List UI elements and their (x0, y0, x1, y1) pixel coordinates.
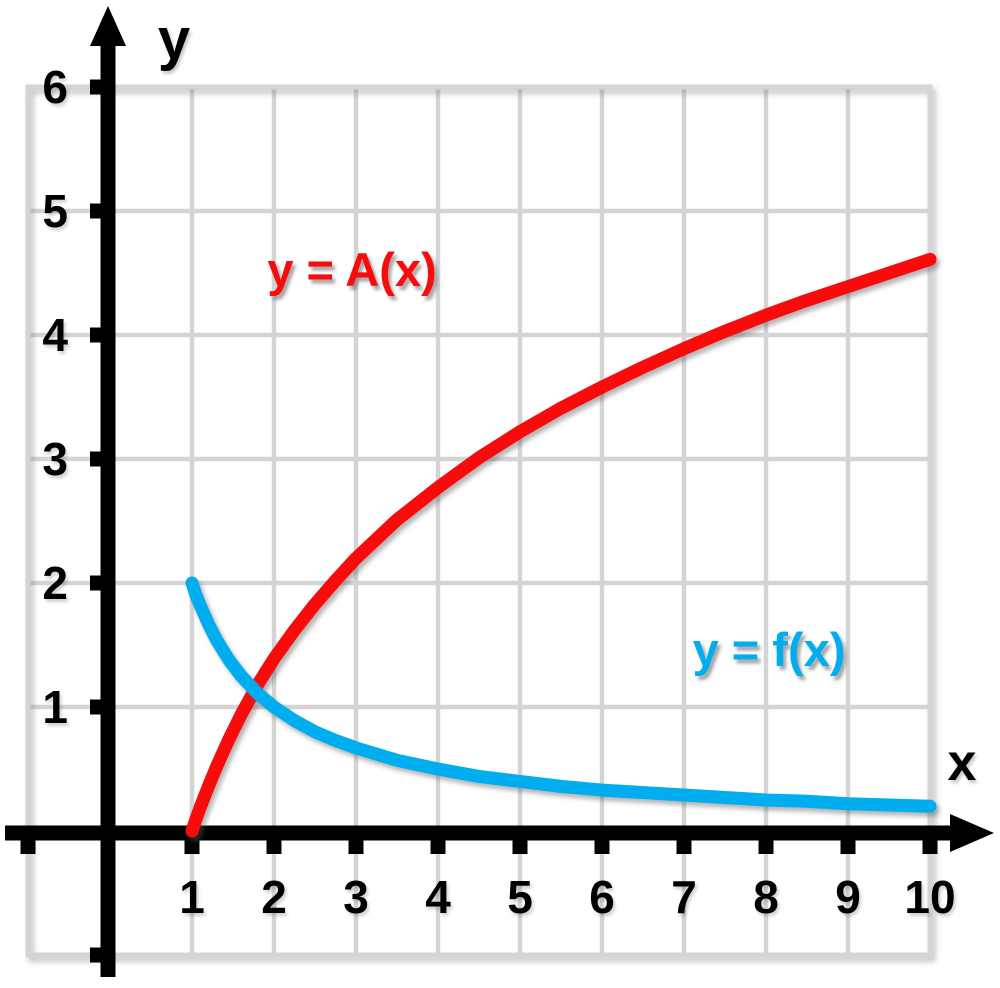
x-tick-label: 4 (425, 871, 451, 923)
x-tick-label: 2 (261, 871, 287, 923)
y-tick-label: 3 (42, 433, 68, 485)
x-tick-mark (676, 840, 692, 854)
y-tick-mark (90, 947, 106, 963)
y-tick-mark (90, 575, 106, 591)
y-axis-title: y (157, 7, 191, 72)
y-axis-arrow (90, 6, 126, 46)
x-tick-mark (266, 840, 282, 854)
y-tick-mark (90, 203, 106, 219)
y-axis-line (100, 40, 116, 977)
x-tick-mark (512, 840, 528, 854)
x-tick-label: 7 (671, 871, 697, 923)
y-tick-mark (90, 327, 106, 343)
y-tick-mark (90, 451, 106, 467)
x-axis-arrow (950, 814, 994, 852)
curve-f (185, 576, 937, 813)
x-tick-label: 8 (753, 871, 779, 923)
y-tick-label: 1 (42, 681, 68, 733)
series-label-A: y = A(x) (267, 243, 437, 296)
x-tick-mark (840, 840, 856, 854)
grid-outline (25, 84, 933, 958)
y-tick-mark (90, 79, 106, 95)
x-axis-title: x (947, 734, 977, 792)
x-tick-mark (594, 840, 610, 854)
x-tick-label: 5 (507, 871, 533, 923)
y-tick-mark (90, 699, 106, 715)
y-tick-label: 5 (42, 185, 68, 237)
y-tick-label: 6 (42, 61, 68, 113)
x-tick-mark (430, 840, 446, 854)
curve-A (185, 252, 937, 838)
y-tick-label: 2 (42, 557, 68, 609)
x-tick-label: 9 (835, 871, 861, 923)
x-tick-mark (348, 840, 364, 854)
series-label-f: y = f(x) (692, 623, 846, 676)
x-tick-mark (20, 840, 36, 854)
x-tick-label: 10 (904, 871, 956, 923)
x-tick-mark (758, 840, 774, 854)
y-tick-label: 4 (42, 309, 68, 361)
x-tick-label: 6 (589, 871, 615, 923)
x-axis-line (5, 825, 952, 841)
x-tick-label: 1 (179, 871, 205, 923)
x-tick-label: 3 (343, 871, 369, 923)
x-tick-mark (184, 840, 200, 854)
x-tick-mark (922, 840, 938, 854)
